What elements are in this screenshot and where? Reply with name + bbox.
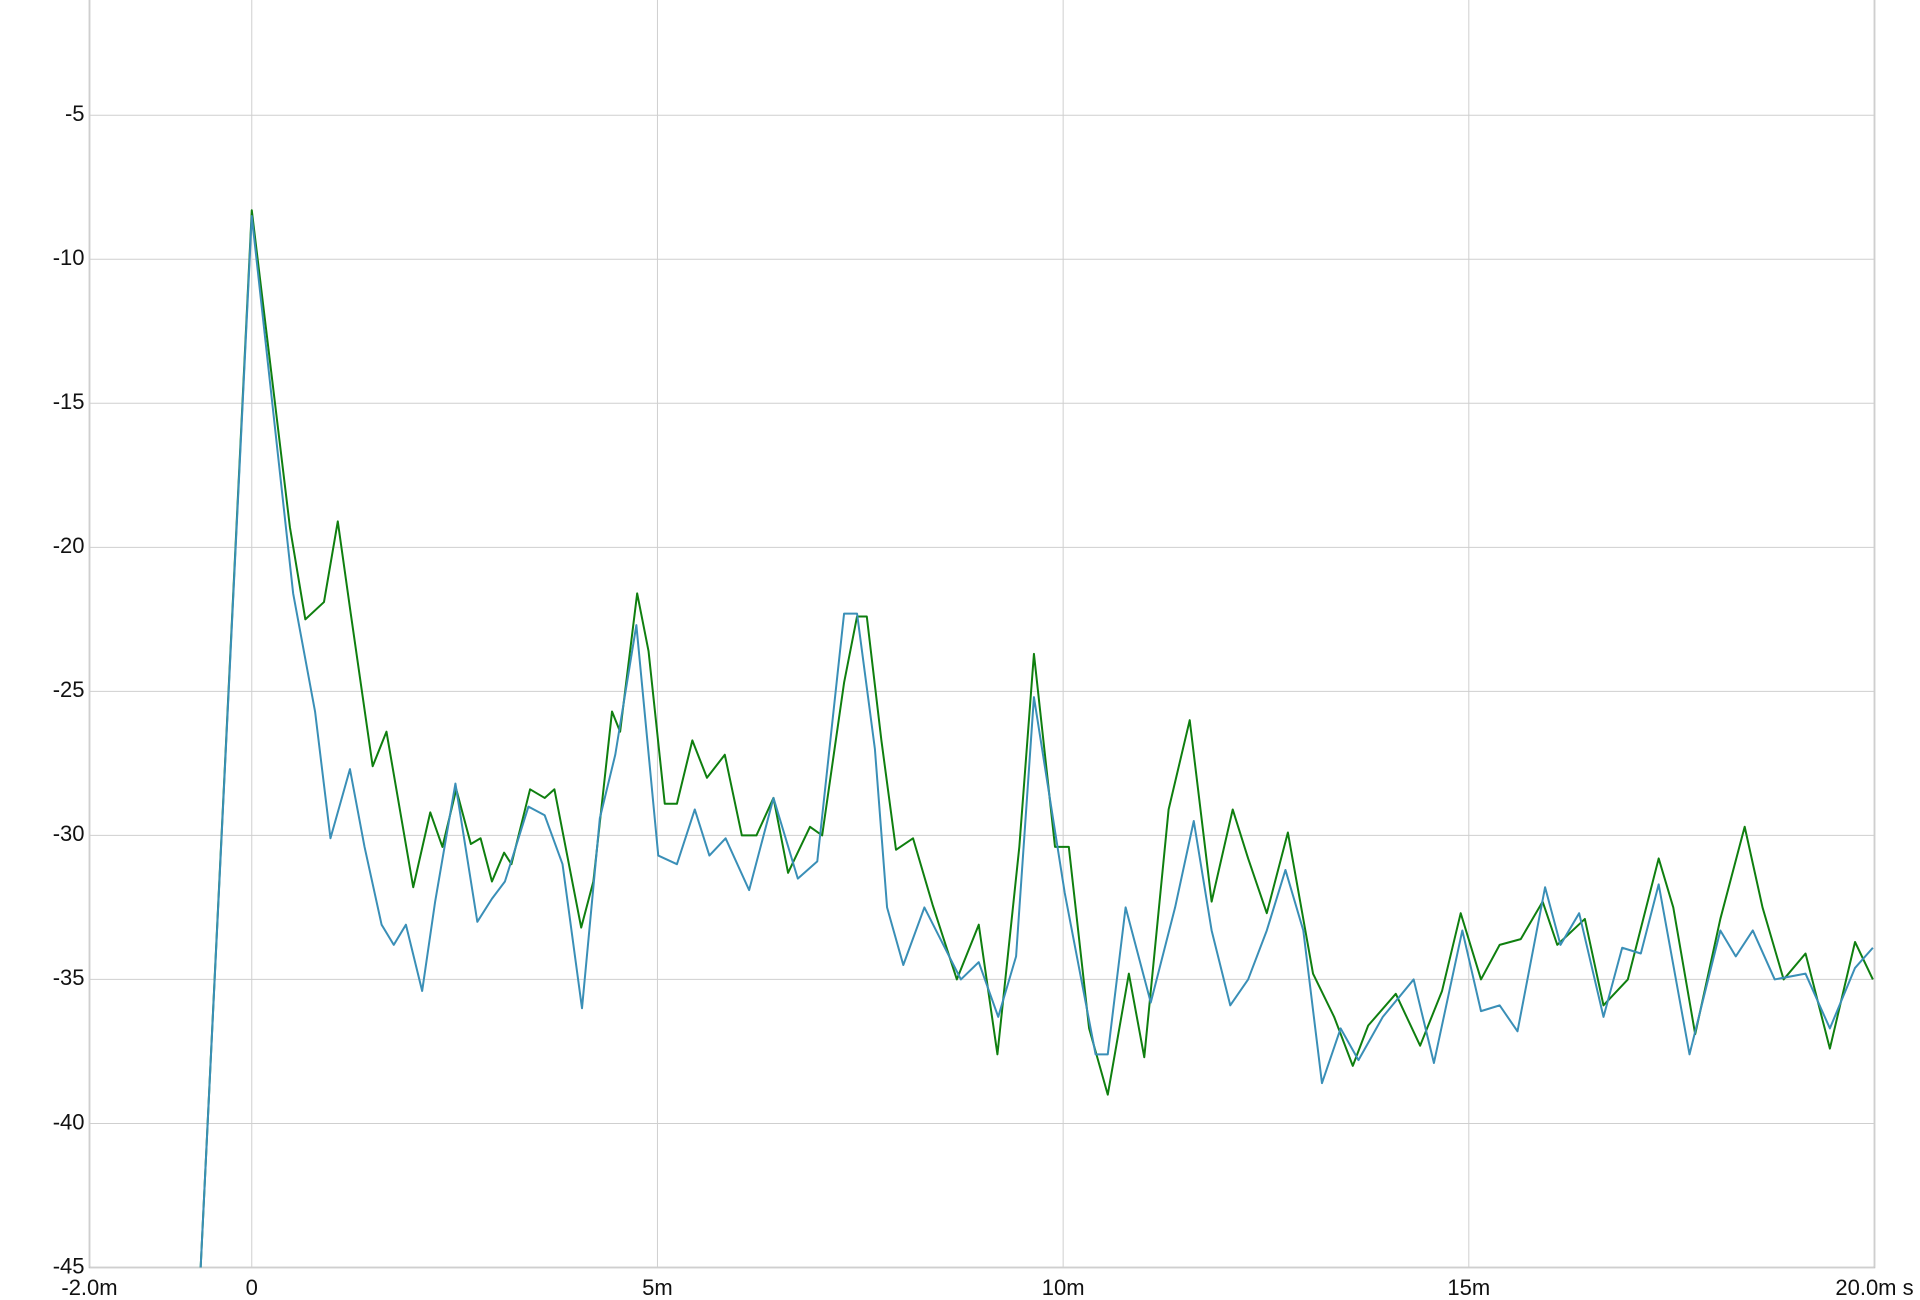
x-tick-label: 15m [1447,1275,1490,1300]
y-tick-label: -30 [53,821,85,846]
y-tick-label: -10 [53,245,85,270]
y-tick-label: -15 [53,389,85,414]
y-tick-label: -40 [53,1109,85,1134]
y-tick-label: -35 [53,965,85,990]
x-tick-label: 0 [246,1275,258,1300]
x-tick-label: 20.0m s [1835,1275,1913,1300]
y-tick-label: -45 [53,1253,85,1278]
y-tick-label: -20 [53,533,85,558]
x-tick-label: 10m [1042,1275,1085,1300]
plot-frame [88,0,1876,1269]
x-tick-label: 5m [642,1275,673,1300]
x-tick-label: -2.0m [61,1275,117,1300]
y-tick-label: -5 [65,101,85,126]
y-tick-label: -25 [53,677,85,702]
line-series [199,215,1874,1268]
line-series [199,209,1874,1268]
